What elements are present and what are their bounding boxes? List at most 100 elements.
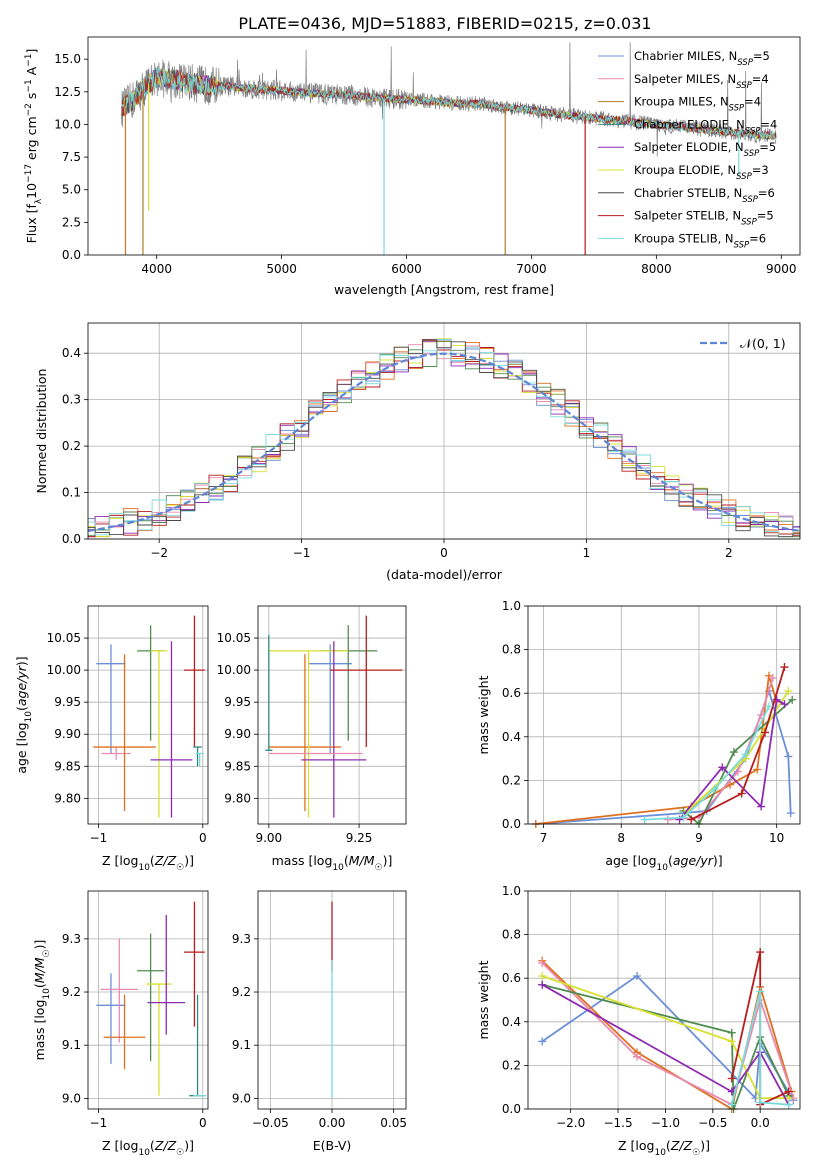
y-tick-label: 0.2 (62, 439, 81, 453)
weight-marker (784, 1100, 793, 1109)
errorbar-point (268, 654, 342, 812)
y-tick-label: 0.0 (502, 1102, 521, 1116)
x-tick-label: 6000 (391, 262, 422, 276)
x-tick-label: 0 (199, 1116, 207, 1130)
y-tick-label: 9.85 (54, 759, 81, 773)
y-tick-label: 0.4 (502, 1015, 521, 1029)
weight-series (675, 695, 789, 824)
weight-line (535, 688, 792, 825)
x-tick-label: −1 (90, 1116, 108, 1130)
weight-line (535, 675, 778, 825)
weight-series (727, 987, 793, 1109)
errorbar-point (137, 933, 165, 1062)
y-tick-label: 9.95 (224, 695, 251, 709)
weight-marker (538, 958, 547, 967)
weight-marker (632, 1052, 641, 1061)
weight-marker (768, 673, 777, 682)
weight-marker (710, 785, 719, 794)
plot-area (538, 948, 798, 1113)
y-tick-label: 9.0 (62, 1091, 81, 1105)
weight-marker (761, 728, 770, 737)
axes-frame (257, 605, 407, 825)
x-tick-label: 7 (540, 831, 548, 845)
gridlines (258, 606, 406, 824)
weight-marker (756, 948, 765, 957)
weight-marker (663, 815, 672, 824)
x-tick-label: −0.5 (698, 1116, 727, 1130)
weight-series (531, 671, 781, 828)
errorbar-point (193, 746, 202, 767)
y-axis-label: Flux [fλ10−17 erg cm−2 s−1 A−1] (24, 49, 44, 244)
x-axis-label: Z [log10(Z/Z☉)] (102, 1138, 194, 1158)
legend-label: Kroupa STELIB, NSSP=6 (634, 231, 766, 250)
y-tick-label: 15.0 (54, 52, 81, 66)
x-axis-label: E(B-V) (313, 1138, 352, 1153)
weight-marker (756, 987, 765, 996)
y-tick-label: 9.95 (54, 695, 81, 709)
y-tick-label: 10.00 (47, 663, 81, 677)
residuals-panel: −2 −1 0 1 2 0.0 0.1 0.2 0.3 0.4 𝒩(0, 1) (data-model… (34, 322, 801, 582)
y-tick-label: 9.3 (62, 932, 81, 946)
x-tick-label: −1.5 (603, 1116, 632, 1130)
weight-marker (538, 1037, 547, 1046)
weight-marker (780, 663, 789, 672)
x-axis-label: Z [log10(Z/Z☉)] (618, 1138, 710, 1158)
weight-marker (640, 815, 649, 824)
weight-marker (727, 1037, 736, 1046)
weight-marker (786, 809, 795, 818)
errorbar-point (330, 615, 403, 748)
x-axis-label: wavelength [Angstrom, rest frame] (334, 282, 554, 297)
weight-marker (784, 752, 793, 761)
x-axis-label: Z [log10(Z/Z☉)] (102, 853, 194, 873)
y-tick-label: 1.0 (502, 884, 521, 898)
axes-frame (87, 322, 801, 540)
weight-marker (538, 972, 547, 981)
x-tick-label: 0.0 (751, 1116, 770, 1130)
x-tick-label: −0.05 (252, 1116, 289, 1130)
y-tick-label: 5.0 (62, 183, 81, 197)
errorbar-point (268, 650, 349, 818)
y-axis-label: Normed distribution (34, 369, 49, 494)
x-tick-label: −1.0 (651, 1116, 680, 1130)
plot-area (121, 42, 777, 255)
weight-marker (756, 1098, 765, 1107)
gridlines (88, 606, 208, 824)
y-tick-label: 9.90 (54, 727, 81, 741)
y-axis-label: age [log10(age/yr)] (14, 656, 34, 773)
gridlines (88, 891, 208, 1109)
weight-marker (741, 750, 750, 759)
weight-vs-metallicity-panel: −2.0 −1.5 −1.0 −0.5 0.0 0.0 0.2 0.4 0.6 0.8 1.0 Z [… (476, 884, 801, 1158)
y-tick-label: 7.5 (62, 150, 81, 164)
y-axis-label: mass weight (476, 960, 491, 1039)
residual-histogram (88, 339, 800, 538)
plot-area (96, 901, 206, 1097)
x-tick-label: 9.25 (346, 831, 373, 845)
x-axis-label: mass [log10(M/M☉)] (272, 853, 393, 873)
x-tick-label: 7000 (516, 262, 547, 276)
legend-label: Chabrier MILES, NSSP=5 (634, 49, 770, 68)
y-tick-label: 0.8 (502, 643, 521, 657)
spectrum-panel: 4000 5000 6000 7000 8000 9000 0.0 2.5 5.0 7.5 10.0… (24, 36, 801, 297)
weight-marker (538, 980, 547, 989)
x-tick-label: −1 (90, 831, 108, 845)
weight-marker (687, 815, 696, 824)
weight-marker (727, 1100, 736, 1109)
x-tick-label: 2 (725, 546, 733, 560)
plot-area (88, 338, 800, 538)
gaussian-legend-label: 𝒩(0, 1) (740, 336, 786, 351)
residual-histogram (88, 344, 800, 538)
weight-marker (764, 702, 773, 711)
y-tick-label: 0.0 (502, 817, 521, 831)
x-tick-label: 9.00 (255, 831, 282, 845)
errorbar-point (308, 644, 352, 754)
weight-series (640, 702, 773, 824)
axes-frame (87, 605, 209, 825)
model-fit-line (121, 67, 777, 141)
plot-area (265, 615, 403, 818)
y-tick-label: 9.85 (224, 759, 251, 773)
y-tick-label: 0.6 (502, 686, 521, 700)
weight-marker (784, 1087, 793, 1096)
errorbar-point (195, 752, 204, 767)
x-tick-label: −2 (150, 546, 168, 560)
